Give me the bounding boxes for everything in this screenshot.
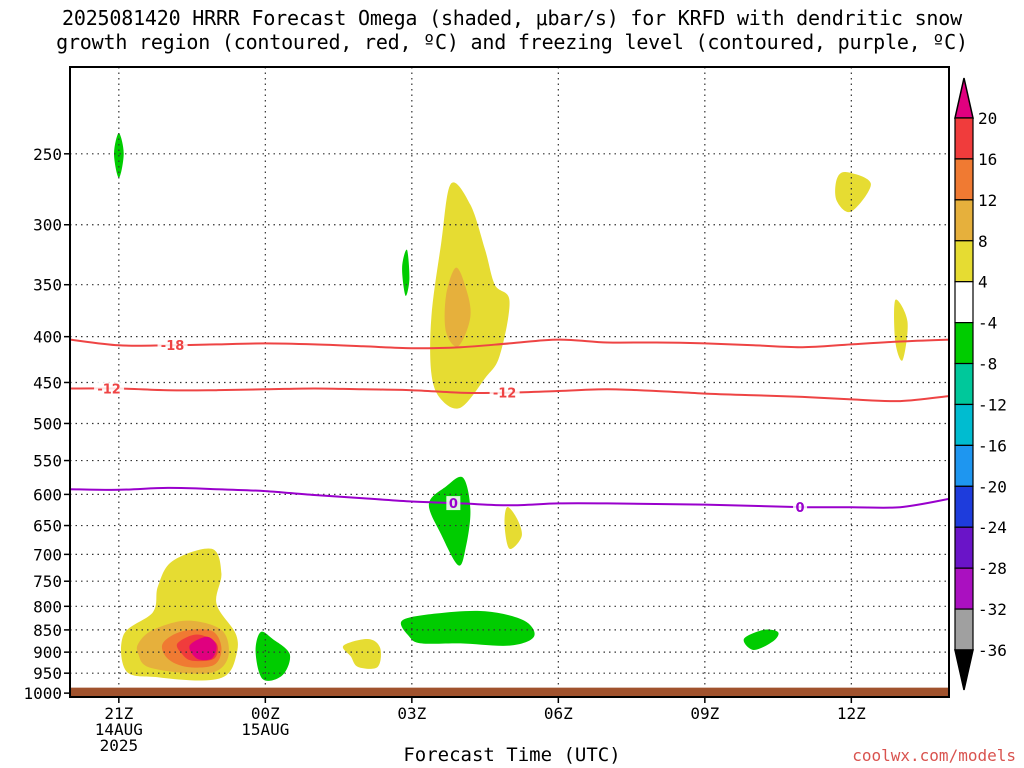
omega-region-8: [504, 507, 522, 550]
x-tick-label-21Z-1: 14AUG: [95, 720, 143, 739]
colorbar-label-11: -28: [978, 559, 1007, 578]
y-tick-label-500: 500: [33, 414, 62, 433]
y-tick-label-750: 750: [33, 572, 62, 591]
contour-label-bg--18-0: [157, 338, 188, 353]
x-tick-label-21Z-0: 21Z: [104, 704, 133, 723]
x-tick-label-21Z-2: 2025: [100, 736, 139, 755]
contour-label-bg--12-1: [489, 385, 520, 400]
omega-region-16: [743, 629, 779, 651]
contour-label-0-0: 0: [449, 497, 458, 512]
colorbar-bottom-arrow: [954, 649, 974, 691]
omega-region-6: [430, 182, 510, 409]
colorbar-label-9: -20: [978, 477, 1007, 496]
contour-label-bg-0-1: [793, 500, 808, 515]
colorbar-bin-12: [954, 567, 974, 610]
y-tick-label-800: 800: [33, 597, 62, 616]
contour-label-bg--12-0: [94, 381, 125, 396]
colorbar-bin-8: [954, 403, 974, 446]
colorbar-bin-5: [954, 281, 974, 324]
x-tick-label-00Z-0: 00Z: [251, 704, 280, 723]
colorbar-bin-13: [954, 608, 974, 651]
y-tick-label-300: 300: [33, 216, 62, 235]
colorbar-label-1: 16: [978, 150, 997, 169]
contour-line--18: [70, 338, 949, 350]
x-tick-label-09Z-0: 09Z: [690, 704, 719, 723]
omega-region-4: [189, 636, 217, 661]
y-tick-label-550: 550: [33, 452, 62, 471]
terrain-fill: [70, 687, 949, 697]
y-tick-label-850: 850: [33, 621, 62, 640]
y-tick-label-350: 350: [33, 276, 62, 295]
x-tick-label-00Z-1: 15AUG: [241, 720, 289, 739]
colorbar-bin-11: [954, 526, 974, 569]
contour-label--12-1: -12: [493, 387, 517, 402]
colorbar-top-arrow: [954, 77, 974, 119]
omega-region-13: [255, 631, 291, 681]
omega-region-9: [835, 171, 871, 213]
colorbar-label-12: -32: [978, 600, 1007, 619]
chart-title: 2025081420 HRRR Forecast Omega (shaded, …: [56, 6, 968, 54]
contour-label--18-0: -18: [161, 339, 185, 354]
colorbar-bin-6: [954, 322, 974, 365]
colorbar-label-3: 8: [978, 232, 988, 251]
omega-region-10: [894, 299, 908, 361]
omega-region-15: [400, 610, 535, 646]
x-tick-label-12Z-0: 12Z: [837, 704, 866, 723]
colorbar-label-6: -8: [978, 355, 997, 374]
colorbar-label-7: -12: [978, 395, 1007, 414]
credit-link[interactable]: coolwx.com/models: [852, 746, 1016, 765]
y-tick-label-450: 450: [33, 373, 62, 392]
colorbar-label-4: 4: [978, 273, 988, 292]
omega-region-12: [402, 249, 410, 296]
contour-line-0: [70, 486, 949, 509]
colorbar-bin-7: [954, 362, 974, 406]
y-tick-label-250: 250: [33, 145, 62, 164]
y-tick-label-700: 700: [33, 545, 62, 564]
colorbar-bin-4: [954, 240, 974, 283]
colorbar-bin-2: [954, 158, 974, 201]
y-tick-label-600: 600: [33, 485, 62, 504]
plot-area: -18 -12 -12 0 0: [70, 67, 949, 697]
y-tick-label-1000: 1000: [23, 684, 62, 703]
colorbar-label-5: -4: [978, 314, 997, 333]
colorbar-label-8: -16: [978, 436, 1007, 455]
colorbar-bin-3: [954, 199, 974, 242]
y-tick-label-900: 900: [33, 643, 62, 662]
contour-label-bg-0-0: [446, 496, 461, 511]
colorbar-label-0: 20: [978, 109, 997, 128]
contour-label-0-1: 0: [796, 501, 805, 516]
omega-region-5: [342, 638, 381, 669]
y-tick-label-400: 400: [33, 328, 62, 347]
colorbar-bin-10: [954, 485, 974, 528]
x-tick-label-06Z-0: 06Z: [544, 704, 573, 723]
y-tick-label-650: 650: [33, 517, 62, 536]
colorbar-label-2: 12: [978, 191, 997, 210]
omega-region-7: [444, 267, 471, 347]
colorbar-label-13: -36: [978, 641, 1007, 660]
x-axis-label: Forecast Time (UTC): [403, 744, 621, 766]
y-tick-label-950: 950: [33, 664, 62, 683]
contour-label--12-0: -12: [97, 382, 121, 397]
x-tick-label-03Z-0: 03Z: [397, 704, 426, 723]
colorbar-label-10: -24: [978, 518, 1007, 537]
colorbar-bin-9: [954, 444, 974, 487]
omega-region-14: [428, 476, 471, 566]
colorbar-bin-1: [954, 117, 974, 160]
